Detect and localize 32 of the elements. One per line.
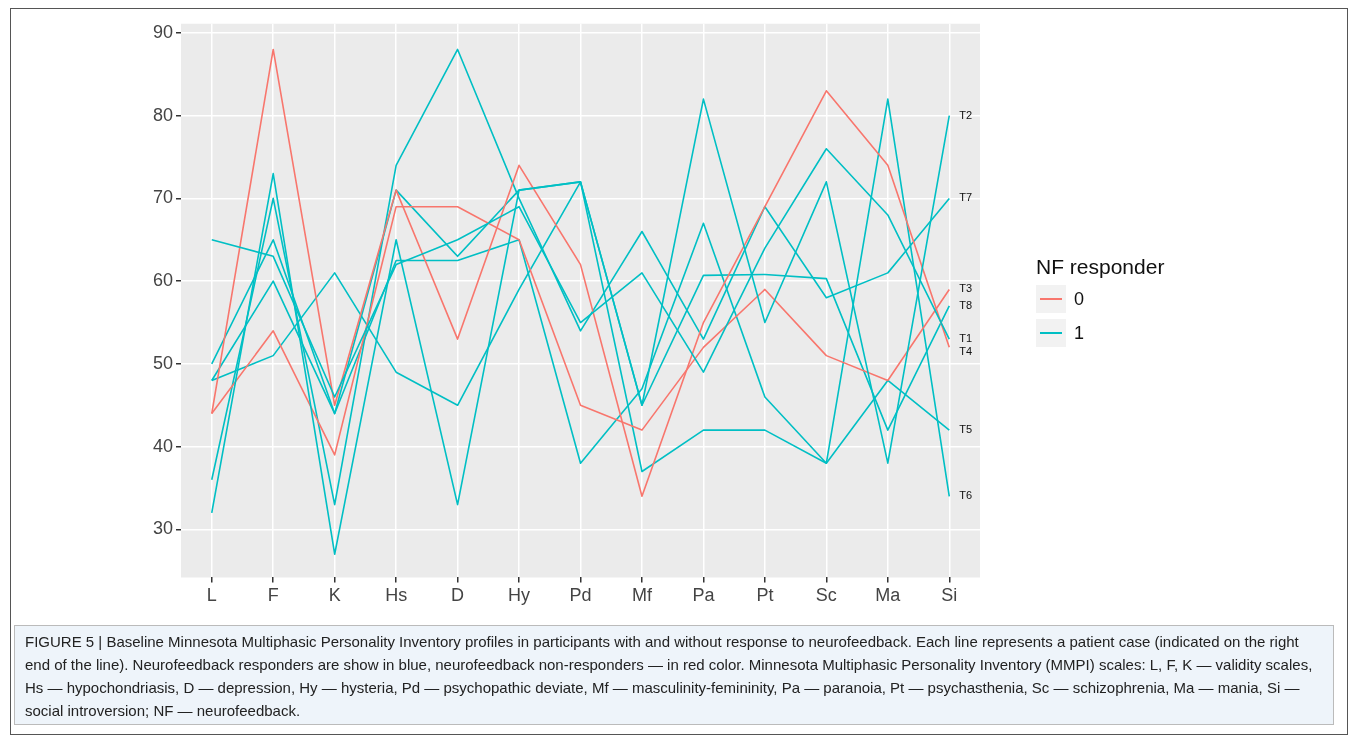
series-label: T5 — [959, 423, 973, 436]
x-tick-label: F — [267, 585, 279, 606]
series-label: T3 — [959, 282, 973, 295]
series-label: T1 — [959, 332, 973, 345]
y-tick-label: 40 — [152, 435, 174, 456]
series-label: T2 — [959, 108, 973, 121]
x-tick-label: L — [206, 585, 217, 606]
y-tick-label: 30 — [152, 518, 174, 539]
y-tick-label: 50 — [152, 352, 174, 373]
y-tick-label: 80 — [152, 104, 174, 125]
x-tick-label: Ma — [875, 585, 902, 606]
x-tick-label: K — [328, 585, 341, 606]
text: 0 — [1074, 288, 1085, 310]
x-tick-label: Mf — [631, 585, 653, 606]
x-tick-label: Hy — [508, 585, 531, 606]
legend-title: NF responder — [1036, 255, 1165, 279]
x-tick-label: Pa — [692, 585, 716, 606]
series-label: T4 — [959, 345, 973, 358]
text: 1 — [1074, 322, 1085, 344]
x-tick-label: Hs — [385, 585, 408, 606]
y-tick-label: 90 — [152, 21, 174, 42]
caption: FIGURE 5 | Baseline Minnesota Multiphasic Personality Inventory profiles in participants with and without response to neurofeedback. Each line represents a patient case (indicated on the right end of the line). Neurofeedback responders are show in blue, neurofeedback non-responders — in red color. Minnesota Multiphasic Personality Inventory (MMPI) scales: L, F, K — validity scales, Hs — hypochondriasis, D — depression, Hy — hysteria, Pd — psychopathic deviate, Mf — masculinity-femininity, Pa — paranoia, Pt — psychasthenia, Sc — schizophrenia, Ma — mania, Si — social introversion; NF — neurofeedback. — [14, 625, 1334, 725]
x-tick-label: Pd — [569, 585, 592, 606]
series-label: T8 — [959, 299, 973, 312]
series-label: T6 — [959, 489, 973, 502]
y-tick-label: 70 — [152, 187, 174, 208]
x-tick-label: Pt — [756, 585, 774, 606]
y-tick-label: 60 — [152, 270, 174, 291]
x-tick-label: Sc — [815, 585, 837, 606]
x-tick-label: Si — [941, 585, 958, 606]
series-label: T7 — [959, 191, 973, 204]
x-tick-label: D — [451, 585, 465, 606]
